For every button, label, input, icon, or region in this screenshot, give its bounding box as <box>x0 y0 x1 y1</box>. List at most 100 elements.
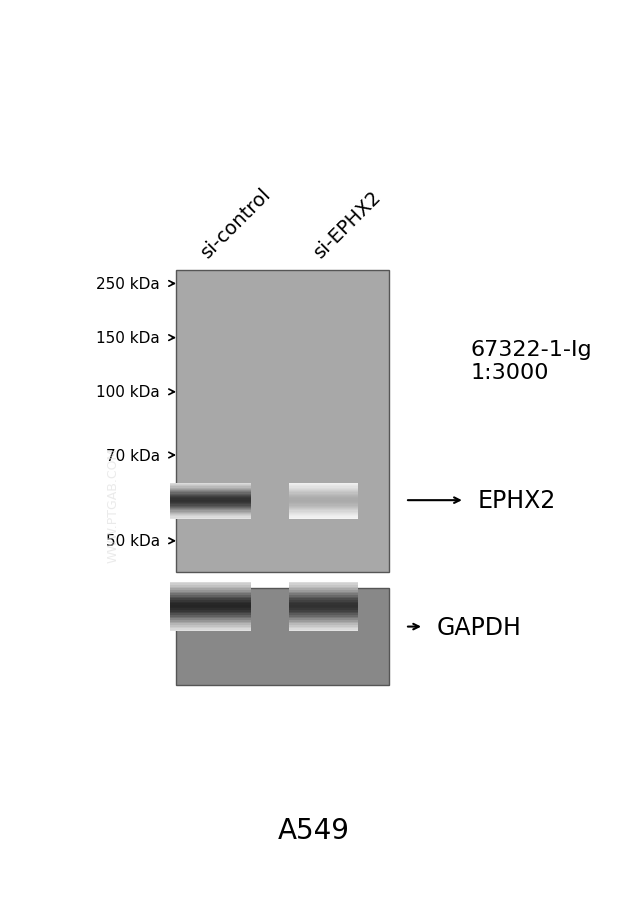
Bar <box>289 584 358 585</box>
Bar <box>170 507 251 509</box>
Bar <box>289 498 358 499</box>
Bar <box>170 612 251 613</box>
Bar <box>170 582 251 584</box>
Text: 100 kDa: 100 kDa <box>96 385 160 400</box>
Bar <box>289 485 358 487</box>
Bar <box>289 514 358 516</box>
Bar <box>289 499 358 500</box>
Bar <box>289 484 358 485</box>
Bar <box>289 585 358 587</box>
Bar <box>170 597 251 599</box>
Bar <box>170 498 251 499</box>
Bar <box>170 500 251 502</box>
Bar <box>289 613 358 615</box>
Bar <box>289 591 358 592</box>
Bar <box>289 507 358 509</box>
Bar <box>289 489 358 491</box>
Bar <box>289 629 358 630</box>
Bar <box>289 609 358 611</box>
Bar <box>289 607 358 609</box>
Bar <box>170 513 251 514</box>
Bar <box>289 488 358 489</box>
Bar <box>289 511 358 512</box>
Bar <box>170 494 251 495</box>
Bar <box>170 496 251 498</box>
Bar <box>289 617 358 619</box>
Bar <box>170 503 251 505</box>
Text: si-control: si-control <box>197 184 274 262</box>
Bar <box>170 625 251 627</box>
Bar <box>170 585 251 587</box>
Bar <box>170 584 251 585</box>
Bar <box>289 512 358 513</box>
Bar <box>289 599 358 601</box>
Bar <box>170 627 251 629</box>
Bar <box>170 491 251 492</box>
Bar <box>289 630 358 631</box>
Bar <box>170 509 251 510</box>
Bar <box>289 605 358 607</box>
Bar <box>289 602 358 603</box>
Bar <box>289 496 358 498</box>
Bar <box>170 510 251 511</box>
Bar <box>289 516 358 517</box>
Bar <box>170 601 251 602</box>
Bar <box>289 518 358 520</box>
Bar <box>289 592 358 594</box>
Bar <box>170 589 251 591</box>
Bar <box>289 513 358 514</box>
Bar <box>170 613 251 615</box>
Bar <box>289 611 358 612</box>
Bar <box>289 619 358 621</box>
FancyBboxPatch shape <box>176 271 389 573</box>
Bar <box>289 487 358 488</box>
Bar <box>289 603 358 605</box>
Bar <box>170 591 251 592</box>
Bar <box>170 505 251 506</box>
Bar <box>289 491 358 492</box>
Text: 70 kDa: 70 kDa <box>106 448 160 463</box>
Bar <box>170 619 251 621</box>
Bar <box>170 487 251 488</box>
Bar <box>170 603 251 605</box>
Bar <box>170 495 251 496</box>
Bar <box>289 503 358 505</box>
Bar <box>170 485 251 487</box>
Bar <box>170 602 251 603</box>
Bar <box>170 592 251 594</box>
Bar <box>289 589 358 591</box>
Bar <box>170 611 251 612</box>
Bar <box>289 483 358 484</box>
Bar <box>289 601 358 602</box>
Bar <box>289 509 358 510</box>
Bar <box>289 510 358 511</box>
Bar <box>170 615 251 617</box>
Bar <box>170 512 251 513</box>
Text: GAPDH: GAPDH <box>436 615 521 639</box>
Bar <box>170 514 251 516</box>
Bar <box>170 502 251 503</box>
Bar <box>170 483 251 484</box>
Bar <box>289 625 358 627</box>
Bar <box>170 617 251 619</box>
Bar <box>170 605 251 607</box>
Bar <box>170 587 251 589</box>
Bar <box>289 582 358 584</box>
Bar <box>289 597 358 599</box>
Bar <box>170 609 251 611</box>
Bar <box>289 594 358 595</box>
Bar <box>289 595 358 597</box>
Bar <box>289 615 358 617</box>
Bar <box>289 612 358 613</box>
Bar <box>170 506 251 507</box>
Text: 150 kDa: 150 kDa <box>96 331 160 345</box>
Text: 67322-1-Ig
1:3000: 67322-1-Ig 1:3000 <box>471 339 593 382</box>
Bar <box>170 607 251 609</box>
Bar <box>289 495 358 496</box>
Text: EPHX2: EPHX2 <box>477 489 556 512</box>
Bar <box>170 599 251 601</box>
Text: A549: A549 <box>278 815 350 844</box>
Bar <box>289 500 358 502</box>
Bar <box>170 499 251 500</box>
Bar <box>170 488 251 489</box>
